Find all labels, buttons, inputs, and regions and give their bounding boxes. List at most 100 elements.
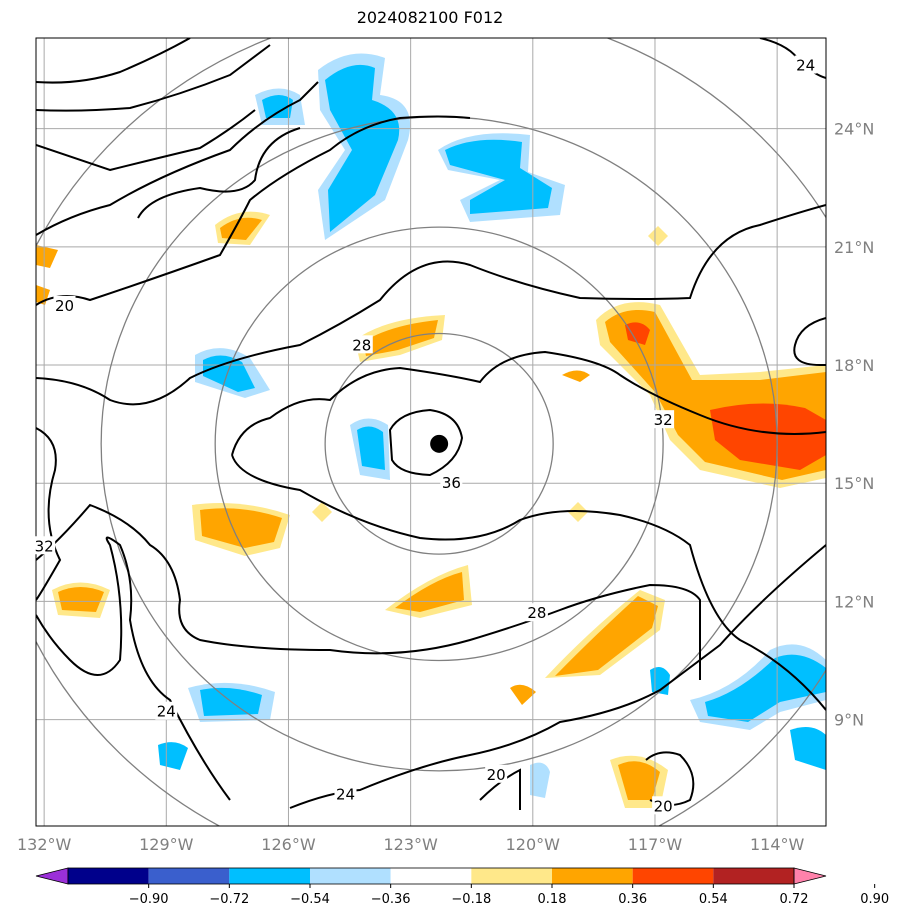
longitude-tick-label: 114°W	[750, 835, 805, 854]
field-shading	[36, 53, 826, 808]
longitude-tick-label: 120°W	[506, 835, 561, 854]
contour-line	[36, 81, 319, 236]
contour-label: 20	[487, 766, 506, 784]
colorbar-segment	[713, 868, 794, 884]
positive-anomaly-area	[648, 226, 668, 246]
colorbar-extend-low	[35, 867, 69, 885]
negative-anomaly-area	[325, 64, 400, 232]
negative-anomaly-area	[705, 654, 826, 722]
contour-label: 20	[55, 297, 74, 315]
colorbar-label: −0.72	[209, 892, 249, 907]
colorbar-segment	[148, 868, 230, 884]
contour-label: 24	[796, 57, 815, 75]
contour-label: 36	[442, 474, 461, 492]
contour-line	[36, 204, 826, 406]
contour-line	[36, 109, 256, 172]
colorbar-label: −0.90	[129, 892, 169, 907]
latitude-tick-label: 21°N	[834, 238, 874, 257]
latitude-labels: 9°N 12°N 15°N 18°N 21°N 24°N	[834, 120, 874, 730]
negative-anomaly-area	[790, 726, 826, 770]
longitude-tick-label: 117°W	[628, 835, 683, 854]
contour-line	[36, 503, 701, 680]
longitude-tick-label: 132°W	[17, 835, 72, 854]
negative-anomaly-area	[357, 426, 385, 470]
colorbar-label: 0.18	[538, 892, 567, 907]
contour-label: 28	[527, 604, 546, 622]
colorbar-segment	[229, 868, 310, 884]
positive-anomaly-area	[200, 508, 282, 548]
positive-anomaly-area	[510, 684, 536, 705]
contour-line	[289, 544, 826, 809]
contour-line	[793, 317, 826, 366]
colorbar-segment	[471, 868, 552, 884]
contour-line	[388, 408, 464, 477]
positive-anomaly-area	[625, 322, 650, 345]
contour-label-background	[652, 796, 675, 815]
longitude-tick-label: 126°W	[261, 835, 316, 854]
longitude-labels: 132°W 129°W 126°W 123°W 120°W 117°W 114°W	[17, 835, 805, 854]
positive-anomaly-area	[555, 596, 658, 676]
negative-anomaly-area	[262, 95, 293, 118]
storm-center-marker	[430, 434, 449, 453]
contour-label: 20	[654, 797, 673, 815]
colorbar-label: −0.18	[451, 892, 491, 907]
contour-label: 28	[352, 336, 371, 354]
map-frame	[35, 37, 827, 827]
latitude-tick-label: 24°N	[834, 120, 874, 139]
contour-lines	[36, 38, 826, 810]
contour-label: 24	[336, 785, 355, 803]
colorbar: −0.90 −0.72 −0.54 −0.36 −0.18 0.18 0.36 0.54 0.7…	[35, 867, 889, 907]
contour-label-background	[33, 536, 56, 555]
range-ring	[324, 332, 554, 555]
negative-anomaly-area	[158, 742, 188, 770]
contour-label-background	[155, 701, 178, 720]
contour-label-background	[334, 784, 357, 803]
colorbar-segment	[310, 868, 391, 884]
positive-anomaly-area	[618, 761, 660, 800]
contour-line	[137, 127, 301, 219]
colorbar-segment	[552, 868, 633, 884]
colorbar-segment	[68, 868, 149, 884]
positive-anomaly-area	[710, 403, 826, 470]
positive-anomaly-area	[562, 370, 590, 382]
contour-line	[36, 115, 471, 306]
latitude-tick-label: 12°N	[834, 592, 874, 611]
contour-line	[231, 350, 826, 456]
range-ring	[214, 226, 664, 662]
contour-line	[36, 427, 62, 601]
longitude-tick-label: 129°W	[139, 835, 194, 854]
colorbar-label: 0.72	[780, 892, 809, 907]
contour-label-background	[794, 55, 817, 74]
contour-label: 24	[157, 703, 176, 721]
colorbar-label: −0.54	[290, 892, 330, 907]
contour-line	[36, 44, 271, 112]
contour-line	[36, 536, 231, 801]
contour-line	[36, 38, 191, 84]
contour-label-background	[525, 603, 548, 622]
contour-labels: 20 28 36 32 24 28 24 24 20 20 32	[33, 55, 817, 815]
contour-label-background	[440, 473, 463, 492]
colorbar-segment	[390, 868, 472, 884]
positive-anomaly-area	[36, 245, 58, 268]
colorbar-label: 0.90	[860, 892, 889, 907]
colorbar-outline	[67, 867, 795, 885]
negative-anomaly-area	[445, 139, 552, 214]
negative-anomaly-area	[530, 762, 550, 798]
positive-anomaly-area	[363, 320, 438, 356]
latitude-tick-label: 15°N	[834, 474, 874, 493]
colorbar-segment	[632, 868, 714, 884]
contour-label: 32	[35, 537, 54, 555]
latitude-tick-label: 9°N	[834, 711, 864, 730]
colorbar-label: 0.54	[699, 892, 728, 907]
latitude-tick-label: 18°N	[834, 356, 874, 375]
longitude-tick-label: 123°W	[383, 835, 438, 854]
contour-line	[231, 454, 826, 711]
positive-anomaly-area	[312, 502, 332, 522]
positive-anomaly-area	[58, 587, 104, 612]
contour-label-background	[350, 335, 373, 354]
contour-label-background	[53, 295, 76, 314]
contour-label-background	[485, 764, 508, 783]
map-title: 2024082100 F012	[356, 8, 504, 27]
colorbar-label: −0.36	[371, 892, 411, 907]
